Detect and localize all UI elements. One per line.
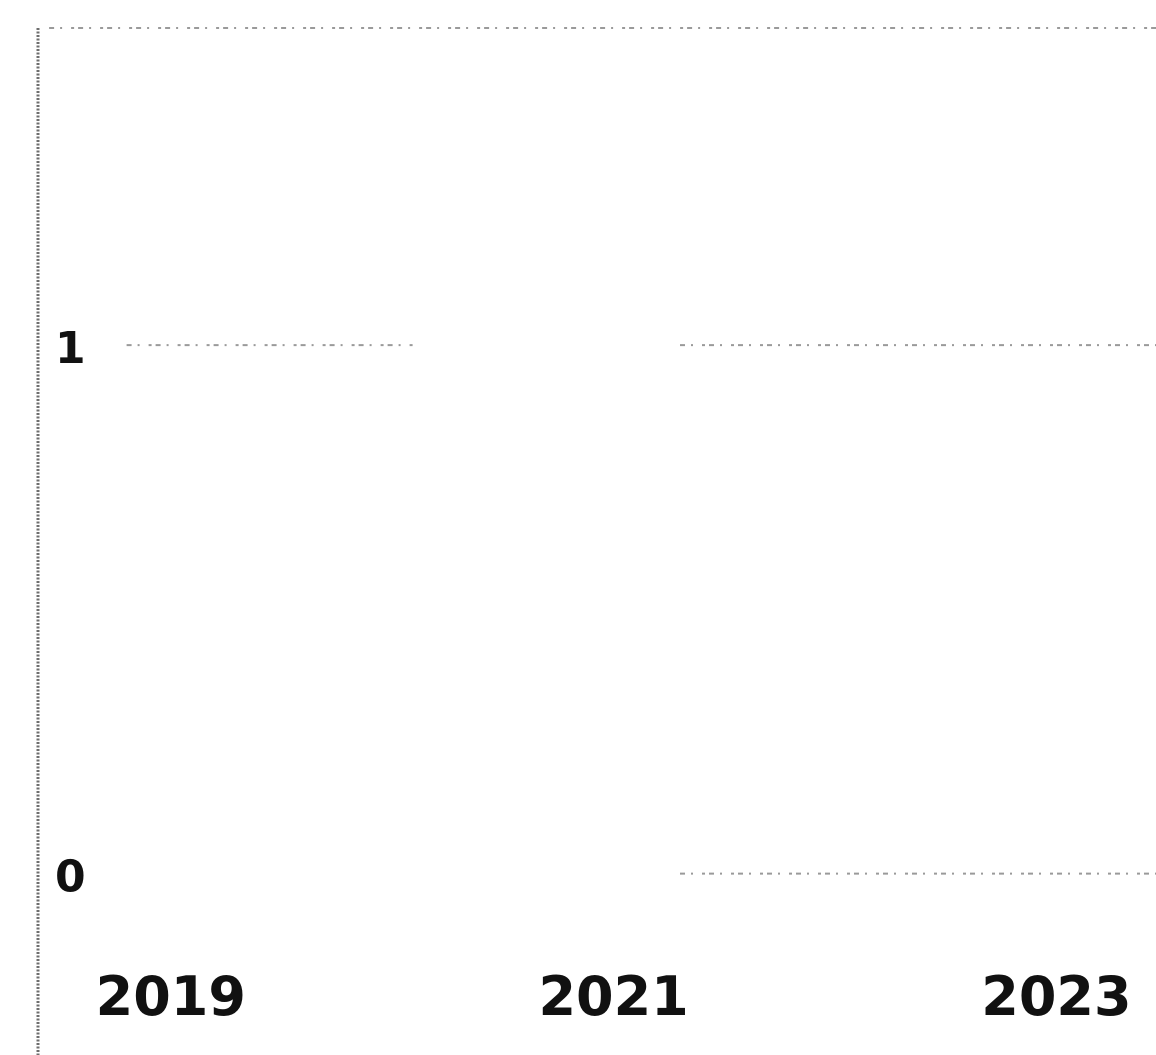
y-tick-label-0: 0 — [55, 852, 86, 903]
y-tick-label-1: 1 — [55, 323, 86, 374]
x-tick-label-2021: 2021 — [538, 965, 688, 1028]
x-tick-labels: 2019 2021 2023 — [96, 965, 1132, 1028]
y-tick-labels: 01 — [55, 323, 86, 903]
plot-area: 01 2019 2021 2023 — [36, 27, 1156, 1055]
series-layer — [49, 27, 1156, 875]
x-tick-label-2019: 2019 — [96, 965, 246, 1028]
x-tick-label-2023: 2023 — [981, 965, 1131, 1028]
